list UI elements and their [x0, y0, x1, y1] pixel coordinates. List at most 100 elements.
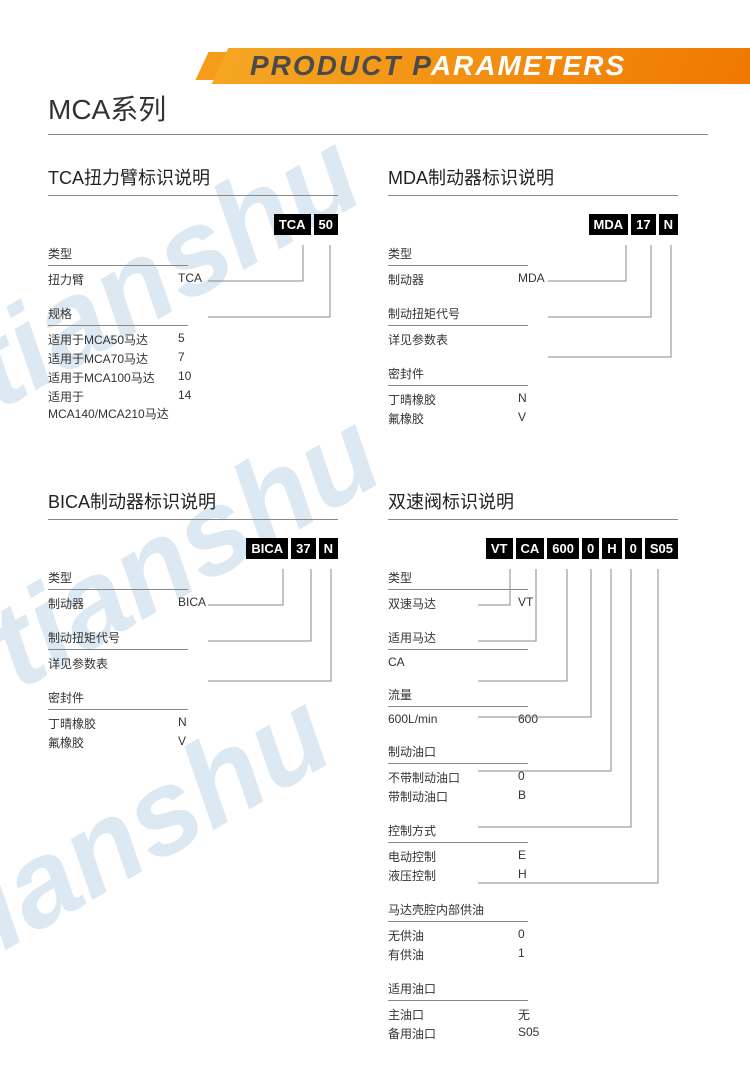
- group-row: 电动控制E: [388, 847, 678, 866]
- code-box: 37: [291, 538, 315, 559]
- row-value: [518, 655, 558, 669]
- group-header: 类型: [48, 245, 188, 266]
- row-key: 液压控制: [388, 867, 518, 884]
- group: 马达壳腔内部供油无供油0有供油1: [388, 901, 678, 964]
- row-value: TCA: [178, 271, 218, 288]
- diagram-mda: 类型制动器MDA 制动扭矩代号详见参数表密封件丁晴橡胶N氟橡胶V: [388, 245, 678, 428]
- row-value: E: [518, 848, 558, 865]
- row-value: 10: [178, 369, 218, 386]
- group-row: 详见参数表: [48, 654, 338, 673]
- section-vt: 双速阀标识说明 VTCA6000H0S05 类型双速马达VT适用马达CA流量60…: [388, 474, 728, 1089]
- group-header: 类型: [48, 569, 188, 590]
- group-row: 适用于MCA50马达5: [48, 330, 338, 349]
- code-box: MDA: [589, 214, 629, 235]
- code-row: BICA37N: [48, 538, 338, 559]
- group-header: 密封件: [388, 365, 528, 386]
- row-key: 备用油口: [388, 1025, 518, 1042]
- group-header: 适用马达: [388, 629, 528, 650]
- code-row: MDA17N: [388, 214, 678, 235]
- group: 流量600L/min600: [388, 686, 678, 727]
- group-header: 制动油口: [388, 743, 528, 764]
- diagram-tca: 类型扭力臂TCA 规格适用于MCA50马达5适用于MCA70马达7适用于MCA10…: [48, 245, 338, 423]
- row-value: [518, 331, 558, 348]
- group-header: 类型: [388, 245, 528, 266]
- group-row: 丁晴橡胶N: [388, 390, 678, 409]
- group-row: 有供油1: [388, 945, 678, 964]
- banner: PRODUCT PARAMETERS: [220, 48, 750, 84]
- section-title: 双速阀标识说明: [388, 488, 678, 520]
- group-row: 带制动油口B: [388, 787, 678, 806]
- row-value: 0: [518, 927, 558, 944]
- code-box: 17: [631, 214, 655, 235]
- row-key: 无供油: [388, 927, 518, 944]
- code-box: 0: [625, 538, 642, 559]
- row-key: 电动控制: [388, 848, 518, 865]
- row-key: 适用于MCA50马达: [48, 331, 178, 348]
- group-header: 马达壳腔内部供油: [388, 901, 528, 922]
- row-key: 双速马达: [388, 595, 518, 612]
- group-header: 类型: [388, 569, 528, 590]
- group-row: 适用于MCA70马达7: [48, 349, 338, 368]
- diagram-bica: 类型制动器BICA制动扭矩代号详见参数表密封件丁晴橡胶N氟橡胶V: [48, 569, 338, 752]
- section-title: MDA制动器标识说明: [388, 164, 678, 196]
- row-key: 有供油: [388, 946, 518, 963]
- group: 规格适用于MCA50马达5适用于MCA70马达7适用于MCA100马达10适用于…: [48, 305, 338, 423]
- group: 适用马达 CA: [388, 629, 678, 670]
- code-row: TCA50: [48, 214, 338, 235]
- group-row: 适用于MCA100马达10: [48, 368, 338, 387]
- code-box: VT: [486, 538, 513, 559]
- row-value: MDA: [518, 271, 558, 288]
- row-value: 7: [178, 350, 218, 367]
- group: 适用油口主油口无备用油口S05: [388, 980, 678, 1043]
- group-header: 适用油口: [388, 980, 528, 1001]
- group-row: 双速马达VT: [388, 594, 678, 613]
- row-value: 0: [518, 769, 558, 786]
- code-box: 50: [314, 214, 338, 235]
- row-key: 600L/min: [388, 712, 518, 726]
- code-box: BICA: [246, 538, 288, 559]
- group-header: 制动扭矩代号: [388, 305, 528, 326]
- page-title: MCA系列: [48, 88, 708, 135]
- row-key: 扭力臂: [48, 271, 178, 288]
- code-box: TCA: [274, 214, 311, 235]
- group-row: 液压控制H: [388, 866, 678, 885]
- section-tca: TCA扭力臂标识说明 TCA50 类型扭力臂TCA规格适用于MCA50马达5适用…: [48, 150, 388, 474]
- group: 类型双速马达VT: [388, 569, 678, 613]
- row-key: 丁晴橡胶: [388, 391, 518, 408]
- row-key: 详见参数表: [388, 331, 518, 348]
- row-value: V: [518, 410, 558, 427]
- group: 制动扭矩代号详见参数表: [388, 305, 678, 349]
- group-header: 控制方式: [388, 822, 528, 843]
- banner-title: PRODUCT PARAMETERS: [250, 48, 750, 84]
- row-key: 适用于MCA100马达: [48, 369, 178, 386]
- code-row: VTCA6000H0S05: [388, 538, 678, 559]
- group-row: 丁晴橡胶N: [48, 714, 338, 733]
- group-row: 适用于MCA140/MCA210马达14: [48, 387, 338, 423]
- group-header: 密封件: [48, 689, 188, 710]
- group-row: CA: [388, 654, 678, 670]
- section-bica: BICA制动器标识说明 BICA37N 类型制动器BICA制动扭矩代号详见参数表…: [48, 474, 388, 1089]
- code-box: 0: [582, 538, 599, 559]
- code-box: S05: [645, 538, 678, 559]
- group-row: 制动器MDA: [388, 270, 678, 289]
- row-value: N: [518, 391, 558, 408]
- group-row: 600L/min600: [388, 711, 678, 727]
- row-value: S05: [518, 1025, 558, 1042]
- row-value: N: [178, 715, 218, 732]
- group: 类型扭力臂TCA: [48, 245, 338, 289]
- group: 类型制动器MDA: [388, 245, 678, 289]
- group-row: 主油口无: [388, 1005, 678, 1024]
- group: 密封件丁晴橡胶N氟橡胶V: [48, 689, 338, 752]
- group-row: 无供油0: [388, 926, 678, 945]
- row-key: 详见参数表: [48, 655, 178, 672]
- row-key: 氟橡胶: [48, 734, 178, 751]
- group-row: 详见参数表: [388, 330, 678, 349]
- group-row: 氟橡胶V: [48, 733, 338, 752]
- group: 控制方式电动控制E液压控制H: [388, 822, 678, 885]
- code-box: H: [602, 538, 621, 559]
- row-key: CA: [388, 655, 518, 669]
- group-row: 不带制动油口0: [388, 768, 678, 787]
- group-row: 氟橡胶V: [388, 409, 678, 428]
- row-value: VT: [518, 595, 558, 612]
- row-value: 14: [178, 388, 218, 422]
